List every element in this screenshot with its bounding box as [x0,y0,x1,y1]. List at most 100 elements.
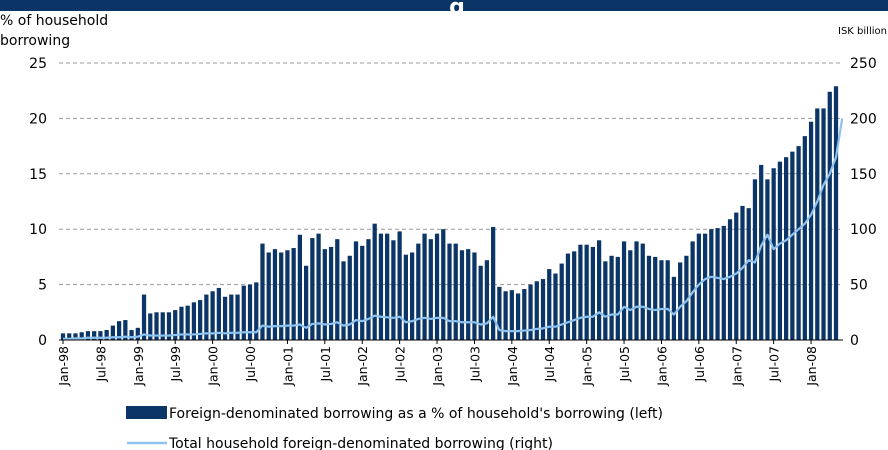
bar [360,245,365,340]
bar [123,320,128,340]
series-line [63,118,844,340]
bar [808,121,814,340]
bar [279,252,284,340]
bar [297,234,303,340]
bar [653,256,658,340]
bar [628,250,633,340]
bar [104,330,109,340]
bar [646,255,652,340]
bar [459,250,465,340]
x-ticks: Jan-98 Jul-98 Jan-99 Jul-99 Jan-00 Jul-00 Jan-… [56,340,819,387]
x-tick-label: Jul-06 [692,346,707,383]
bar [684,255,689,340]
bar [696,233,701,340]
bar [796,146,801,340]
bar [441,229,446,340]
bar [515,293,521,340]
bar [235,294,240,340]
x-tick-label: Jan-07 [729,346,744,387]
bar [821,108,826,341]
bar [204,294,209,340]
bar [740,205,745,340]
bar [285,250,290,340]
bar [590,246,595,340]
bar [185,305,190,340]
bar [678,262,683,340]
bar [472,252,477,340]
bar [833,86,839,341]
bar [73,333,78,340]
bar [179,306,184,340]
x-tick-label: Jan-08 [804,346,819,387]
bar-series [60,86,839,341]
bar [466,249,471,340]
legend-bar-swatch [126,406,167,419]
bar [60,333,66,340]
bar [154,312,159,340]
x-tick-label: Jul-07 [767,346,782,383]
bar [777,161,783,340]
bar [547,269,552,340]
left-y-tick-label: 25 [29,56,47,72]
bar [416,243,421,340]
bar [484,260,490,340]
bar [191,302,197,340]
bar [272,249,278,340]
bar [802,136,807,340]
bar [173,310,178,340]
right-y-tick-label: 200 [850,111,877,127]
bar [328,246,334,340]
x-tick-label: Jan-98 [56,346,71,387]
left-axis-label-line1: % of household [0,13,108,29]
right-y-tick-label: 100 [850,222,877,238]
header-bar [0,0,888,11]
bar [85,331,91,340]
bar [765,179,770,340]
bar [640,243,645,340]
bar [310,238,315,340]
header-title-fragment: g [449,0,465,20]
x-tick-label: Jul-01 [318,346,333,383]
x-tick-label: Jan-06 [654,346,669,387]
bar [428,239,433,340]
bar [135,327,140,340]
bar [603,261,608,340]
bar [116,321,122,340]
bar [129,330,134,340]
bar [634,241,639,340]
x-tick-label: Jul-98 [93,346,108,383]
bar [702,233,708,340]
bar [260,243,265,340]
bar [621,241,627,340]
bar [503,291,508,340]
line-series [63,118,844,340]
right-y-tick-label: 250 [850,56,877,72]
bar [522,289,527,340]
bar [198,300,203,340]
bar [784,157,789,340]
x-tick-label: Jan-04 [505,346,520,387]
bar [709,229,714,340]
right-y-tick-label: 150 [850,167,877,183]
bar [790,151,795,340]
bar [79,332,84,340]
bar [67,333,72,340]
bar [316,233,321,340]
bar [553,273,558,340]
bar [759,164,764,340]
bar [378,233,384,340]
x-tick-label: Jul-02 [393,346,408,383]
x-tick-label: Jul-03 [467,346,482,383]
left-y-tick-label: 0 [38,333,47,349]
left-y-tick-label: 5 [38,278,47,294]
bar [403,254,408,340]
bar [453,243,458,340]
legend: Foreign-denominated borrowing as a % of … [126,406,663,450]
bar [241,285,246,340]
bar [210,291,215,340]
bar [559,263,564,340]
bar [222,296,228,340]
legend-bar-label: Foreign-denominated borrowing as a % of … [169,406,663,422]
x-tick-label: Jan-03 [430,346,445,387]
bar [659,260,664,340]
